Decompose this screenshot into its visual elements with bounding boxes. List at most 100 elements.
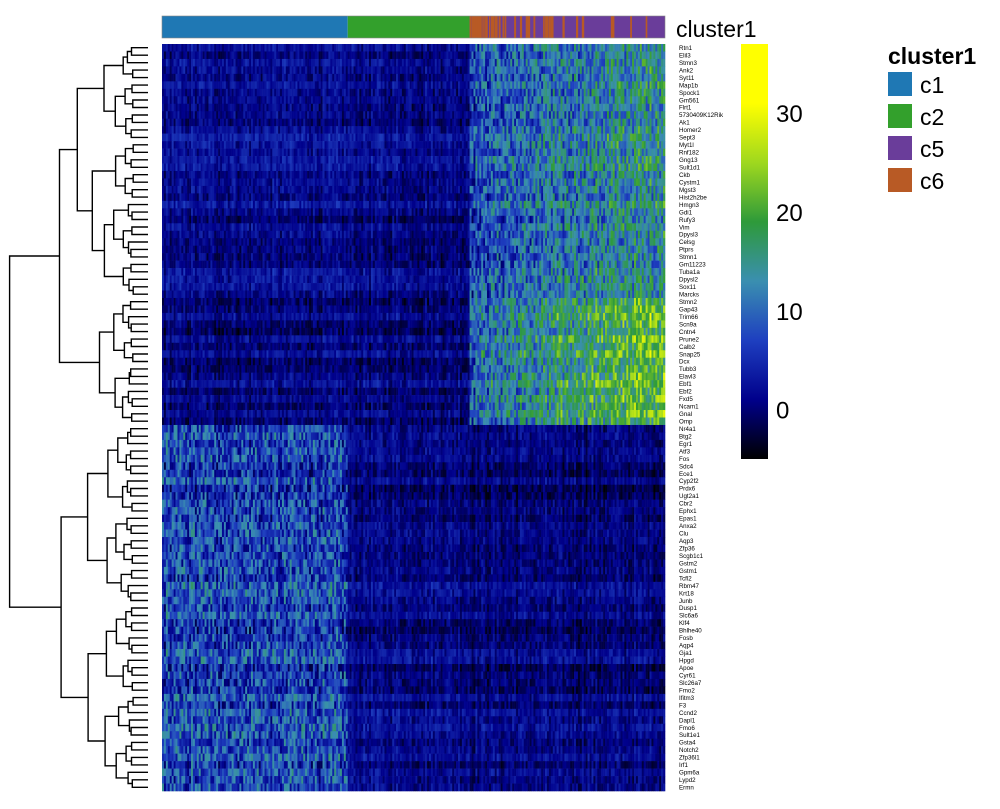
heatmap-cell: [472, 44, 474, 52]
heatmap-cell: [338, 156, 340, 164]
heatmap-cell: [340, 59, 342, 67]
heatmap-cell: [361, 81, 363, 89]
heatmap-cell: [446, 134, 448, 142]
heatmap-cell: [181, 134, 183, 142]
heatmap-cell: [404, 81, 406, 89]
heatmap-cell: [444, 44, 446, 52]
heatmap-cell: [423, 66, 425, 74]
heatmap-cell: [595, 134, 597, 142]
heatmap-cell: [514, 126, 516, 134]
heatmap-cell: [220, 66, 222, 74]
heatmap-cell: [185, 111, 187, 119]
heatmap-cell: [537, 134, 539, 142]
heatmap-cell: [624, 74, 626, 82]
heatmap-cell: [493, 141, 495, 149]
dendrogram-branch: [106, 631, 123, 676]
heatmap-cell: [559, 96, 561, 104]
heatmap-cell: [547, 149, 549, 157]
heatmap-cell: [613, 171, 615, 179]
heatmap-cell: [412, 134, 414, 142]
heatmap-cell: [226, 74, 228, 82]
heatmap-cell: [533, 51, 535, 59]
heatmap-cell: [325, 164, 327, 172]
heatmap-cell: [381, 104, 383, 112]
heatmap-cell: [332, 149, 334, 157]
heatmap-cell: [170, 111, 172, 119]
heatmap-cell: [526, 96, 528, 104]
heatmap-cell: [301, 89, 303, 97]
heatmap-cell: [491, 74, 493, 82]
heatmap-cell: [651, 74, 653, 82]
heatmap-cell: [493, 66, 495, 74]
heatmap-cell: [363, 141, 365, 149]
heatmap-cell: [551, 89, 553, 97]
heatmap-cell: [499, 66, 501, 74]
heatmap-cell: [601, 81, 603, 89]
heatmap-cell: [653, 164, 655, 172]
heatmap-cell: [555, 126, 557, 134]
heatmap-cell: [307, 141, 309, 149]
heatmap-cell: [485, 89, 487, 97]
heatmap-cell: [203, 149, 205, 157]
heatmap-cell: [472, 178, 474, 186]
heatmap-cell: [176, 74, 178, 82]
heatmap-cell: [653, 74, 655, 82]
heatmap-cell: [392, 96, 394, 104]
heatmap-cell: [576, 164, 578, 172]
heatmap-cell: [470, 96, 472, 104]
heatmap-cell: [166, 96, 168, 104]
heatmap-cell: [191, 44, 193, 52]
heatmap-cell: [648, 66, 650, 74]
heatmap-cell: [402, 74, 404, 82]
heatmap-cell: [297, 156, 299, 164]
heatmap-cell: [185, 149, 187, 157]
heatmap-cell: [441, 178, 443, 186]
heatmap-cell: [205, 81, 207, 89]
heatmap-cell: [433, 51, 435, 59]
heatmap-cell: [224, 134, 226, 142]
heatmap-cell: [245, 119, 247, 127]
heatmap-cell: [530, 89, 532, 97]
heatmap-cell: [330, 104, 332, 112]
heatmap-cell: [162, 141, 164, 149]
heatmap-cell: [619, 126, 621, 134]
heatmap-cell: [185, 51, 187, 59]
heatmap-cell: [278, 164, 280, 172]
heatmap-cell: [228, 74, 230, 82]
heatmap-cell: [386, 66, 388, 74]
heatmap-cell: [396, 141, 398, 149]
heatmap-cell: [247, 104, 249, 112]
heatmap-cell: [280, 111, 282, 119]
heatmap-cell: [564, 96, 566, 104]
heatmap-cell: [572, 81, 574, 89]
heatmap-cell: [410, 164, 412, 172]
heatmap-cell: [535, 89, 537, 97]
heatmap-cell: [201, 164, 203, 172]
heatmap-cell: [222, 96, 224, 104]
heatmap-cell: [255, 149, 257, 157]
heatmap-cell: [648, 141, 650, 149]
heatmap-cell: [177, 141, 179, 149]
heatmap-cell: [543, 119, 545, 127]
heatmap-cell: [241, 126, 243, 134]
heatmap-cell: [172, 104, 174, 112]
heatmap-cell: [582, 89, 584, 97]
dendrogram-branch: [129, 279, 148, 290]
heatmap-cell: [239, 141, 241, 149]
heatmap-cell: [516, 119, 518, 127]
heatmap-cell: [185, 66, 187, 74]
heatmap-cell: [516, 89, 518, 97]
heatmap-cell: [481, 119, 483, 127]
heatmap-cell: [570, 141, 572, 149]
heatmap-cell: [663, 119, 665, 127]
heatmap-cell: [541, 156, 543, 164]
heatmap-cell: [164, 74, 166, 82]
heatmap-cell: [207, 149, 209, 157]
heatmap-cell: [489, 178, 491, 186]
heatmap-cell: [410, 134, 412, 142]
heatmap-cell: [191, 111, 193, 119]
heatmap-cell: [593, 164, 595, 172]
heatmap-cell: [325, 66, 327, 74]
heatmap-cell: [342, 104, 344, 112]
heatmap-cell: [301, 104, 303, 112]
